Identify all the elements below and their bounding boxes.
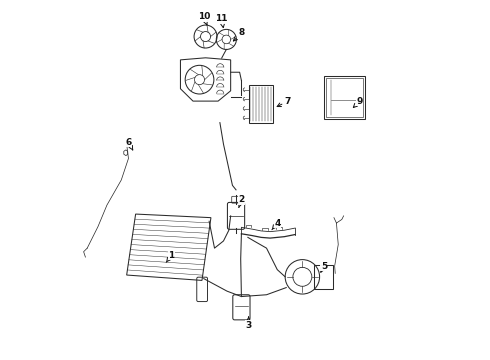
Text: 2: 2 xyxy=(238,195,245,207)
Text: 6: 6 xyxy=(125,138,133,150)
Text: 3: 3 xyxy=(245,317,252,330)
Text: 7: 7 xyxy=(277,96,291,107)
Bar xyxy=(315,265,333,289)
Bar xyxy=(248,85,273,123)
Text: 11: 11 xyxy=(216,14,228,28)
Text: 8: 8 xyxy=(233,28,245,41)
Bar xyxy=(326,78,363,117)
Text: 5: 5 xyxy=(321,262,327,272)
Bar xyxy=(324,76,365,119)
Text: 9: 9 xyxy=(353,96,363,108)
Text: 4: 4 xyxy=(272,219,280,230)
Text: 10: 10 xyxy=(197,12,210,25)
Text: 1: 1 xyxy=(166,251,174,262)
